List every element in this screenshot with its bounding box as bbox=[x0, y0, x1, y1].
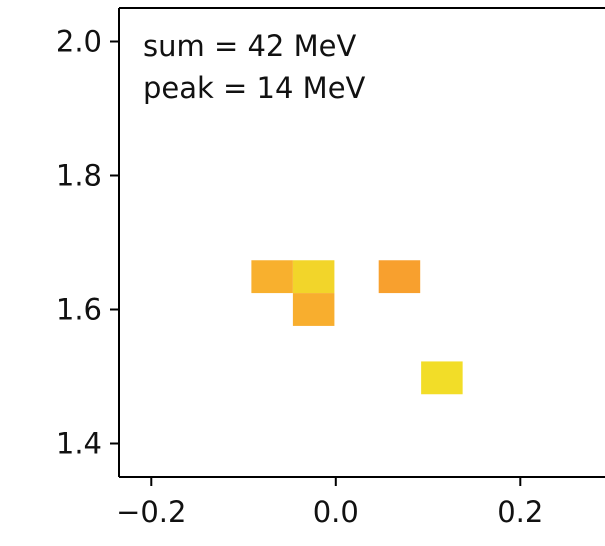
heatmap-cell-4 bbox=[421, 361, 463, 395]
heatmap-cells bbox=[251, 260, 463, 395]
annotation-peak: peak = 14 MeV bbox=[143, 71, 366, 105]
y-tick-label-1: 1.6 bbox=[56, 293, 102, 327]
heatmap-cell-1 bbox=[292, 260, 335, 294]
y-tick-label-3: 2.0 bbox=[56, 25, 102, 59]
x-tick-label-0: −0.2 bbox=[116, 495, 186, 529]
heatmap-cell-3 bbox=[378, 260, 421, 294]
y-tick-label-0: 1.4 bbox=[56, 427, 102, 461]
x-tick-label-1: 0.0 bbox=[313, 495, 359, 529]
heatmap-cell-0 bbox=[251, 260, 293, 294]
x-axis: −0.2 0.0 0.2 bbox=[116, 477, 543, 529]
plot-area bbox=[119, 8, 605, 477]
y-tick-label-2: 1.8 bbox=[56, 159, 102, 193]
y-axis: 1.4 1.6 1.8 2.0 bbox=[56, 25, 119, 461]
heatmap-cell-2 bbox=[292, 293, 335, 326]
annotation-sum: sum = 42 MeV bbox=[143, 29, 356, 63]
x-tick-label-2: 0.2 bbox=[497, 495, 543, 529]
